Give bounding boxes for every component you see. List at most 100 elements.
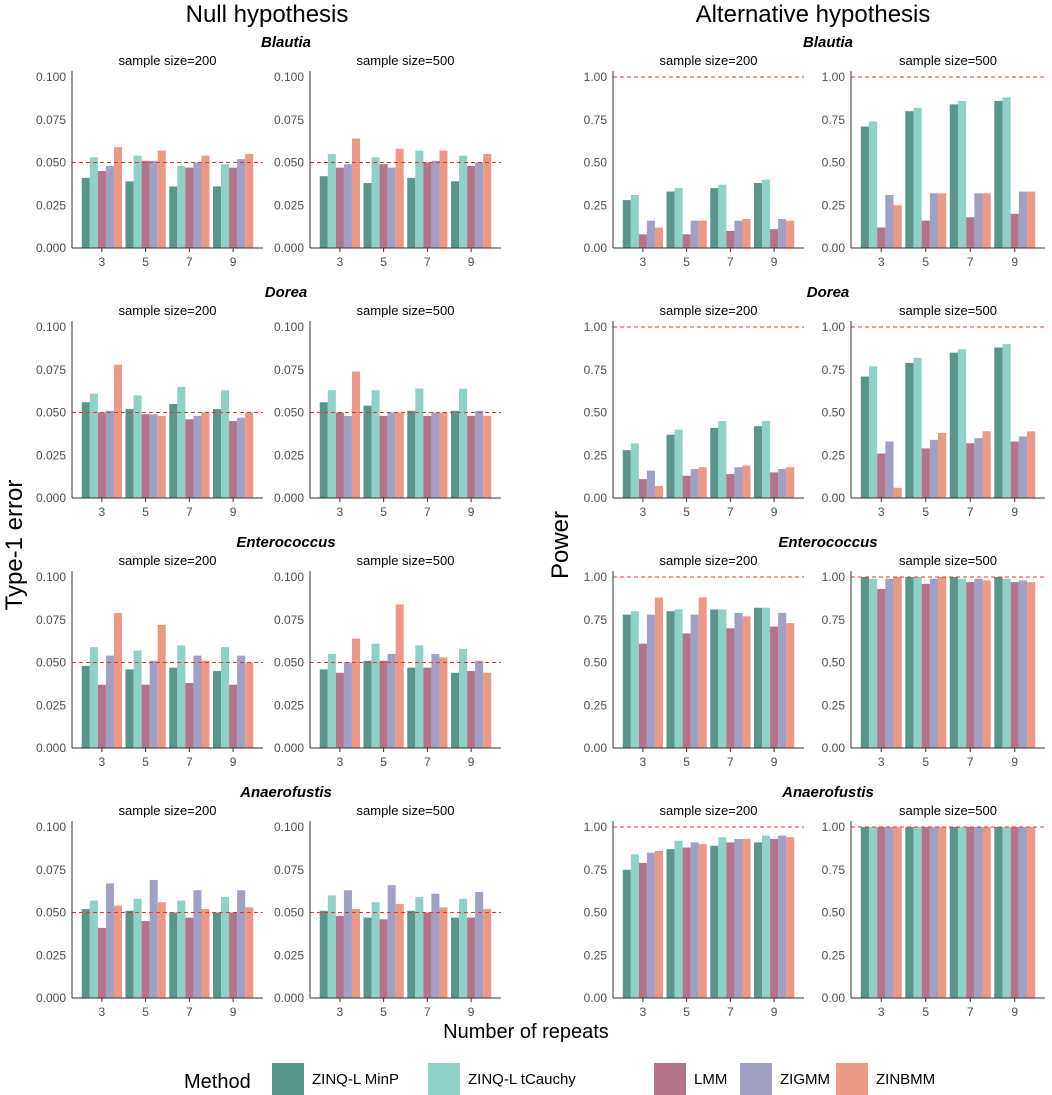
- bar-zigmm-repeats-5: [387, 653, 396, 748]
- bar-zigmm-repeats-9: [1018, 580, 1028, 748]
- x-tick-label: 5: [380, 255, 387, 269]
- bar-lmm-repeats-3: [638, 479, 647, 498]
- y-tick-label: 0.00: [584, 991, 608, 1005]
- bar-zinbmm-repeats-7: [742, 465, 751, 498]
- bar-zigmm-repeats-9: [475, 660, 484, 748]
- bar-zigmm-repeats-5: [149, 660, 158, 748]
- bar-zinq-l-tcauchy-repeats-3: [630, 854, 639, 998]
- y-tick-label: 0.100: [36, 820, 66, 834]
- x-tick-label: 9: [771, 255, 778, 269]
- bar-lmm-repeats-7: [966, 582, 975, 748]
- x-tick-label: 3: [878, 505, 885, 519]
- bar-zinq-l-tcauchy-repeats-5: [913, 827, 922, 998]
- x-tick-label: 9: [230, 255, 237, 269]
- bar-lmm-repeats-5: [379, 415, 388, 498]
- null-panel-dorea-500: sample size=500 0.000 0.025 0.050 0.075 0.100…: [274, 303, 501, 519]
- panel-title: sample size=500: [899, 553, 997, 568]
- bar-zigmm-repeats-5: [690, 220, 699, 248]
- bar-zinq-l-minp-repeats-9: [994, 100, 1003, 248]
- panel-title: sample size=500: [357, 53, 455, 68]
- y-tick-label: 0.75: [822, 113, 846, 127]
- x-tick-label: 5: [683, 255, 690, 269]
- bar-zinbmm-repeats-5: [157, 415, 166, 498]
- bar-zinq-l-minp-repeats-9: [994, 827, 1003, 998]
- bar-zigmm-repeats-5: [690, 614, 699, 748]
- bar-zinq-l-minp-repeats-9: [213, 912, 222, 998]
- bar-lmm-repeats-9: [770, 229, 779, 248]
- bar-lmm-repeats-7: [966, 443, 975, 498]
- bar-zigmm-repeats-7: [734, 220, 743, 248]
- bar-zinq-l-tcauchy-repeats-5: [133, 650, 142, 748]
- x-tick-label: 9: [1011, 255, 1018, 269]
- bar-lmm-repeats-5: [379, 919, 388, 998]
- bar-zinq-l-minp-repeats-9: [213, 671, 222, 748]
- alt-panel-dorea-200: sample size=200 0.00 0.25 0.50 0.75 1.00 3 5 7 9: [584, 303, 804, 519]
- bar-zigmm-repeats-3: [646, 470, 655, 498]
- bar-zigmm-repeats-3: [105, 883, 114, 998]
- bar-zinq-l-minp-repeats-7: [169, 403, 178, 498]
- bar-zinq-l-minp-repeats-7: [169, 186, 178, 248]
- bar-zinq-l-tcauchy-repeats-5: [133, 898, 142, 998]
- bar-zinq-l-minp-repeats-5: [363, 917, 372, 998]
- bar-lmm-repeats-5: [141, 921, 150, 998]
- bar-zinbmm-repeats-9: [245, 662, 254, 748]
- bar-zinbmm-repeats-5: [395, 604, 404, 748]
- alt-y-axis-label: Power: [547, 511, 574, 579]
- x-tick-label: 9: [1011, 755, 1018, 769]
- y-tick-label: 1.00: [584, 570, 608, 584]
- bar-zinbmm-repeats-9: [245, 907, 254, 998]
- bar-zinq-l-minp-repeats-7: [949, 352, 958, 498]
- bar-zinq-l-minp-repeats-7: [949, 827, 958, 998]
- y-tick-label: 0.050: [36, 156, 66, 170]
- bar-zigmm-repeats-5: [149, 880, 158, 998]
- x-tick-label: 5: [683, 1005, 690, 1019]
- x-tick-label: 9: [771, 1005, 778, 1019]
- bar-zigmm-repeats-7: [431, 893, 440, 998]
- legend-label-zinq-l-tcauchy: ZINQ-L tCauchy: [468, 1071, 576, 1088]
- y-tick-label: 0.075: [274, 113, 304, 127]
- alt-panel-dorea-500: sample size=500 0.00 0.25 0.50 0.75 1.00 3 5 7 9: [822, 303, 1045, 519]
- bar-zinq-l-minp-repeats-9: [451, 410, 460, 498]
- bar-lmm-repeats-3: [97, 412, 106, 498]
- bar-lmm-repeats-3: [97, 684, 106, 748]
- bar-zigmm-repeats-3: [646, 220, 655, 248]
- bar-zinbmm-repeats-7: [742, 218, 751, 248]
- x-tick-label: 7: [186, 255, 193, 269]
- x-tick-label: 7: [424, 505, 431, 519]
- y-tick-label: 0.075: [36, 613, 66, 627]
- y-tick-label: 0.00: [584, 241, 608, 255]
- y-tick-label: 0.000: [274, 991, 304, 1005]
- bar-zinbmm-repeats-3: [113, 905, 122, 998]
- bar-zinbmm-repeats-7: [439, 907, 448, 998]
- x-tick-label: 7: [186, 755, 193, 769]
- x-axis-label: Number of repeats: [443, 1021, 609, 1043]
- bar-zigmm-repeats-9: [778, 218, 787, 248]
- y-tick-label: 0.25: [584, 948, 608, 962]
- bar-zinq-l-minp-repeats-7: [710, 609, 719, 748]
- bar-zinq-l-minp-repeats-7: [407, 910, 416, 998]
- null-panel-enterococcus-200: sample size=200 0.000 0.025 0.050 0.075 0.100…: [36, 553, 263, 769]
- bar-zinbmm-repeats-9: [1027, 827, 1036, 998]
- bar-zinq-l-tcauchy-repeats-3: [327, 390, 336, 498]
- bar-zinbmm-repeats-3: [654, 850, 663, 998]
- legend-label-zigmm: ZIGMM: [780, 1071, 830, 1088]
- y-tick-label: 0.000: [274, 491, 304, 505]
- x-tick-label: 7: [186, 1005, 193, 1019]
- x-tick-label: 3: [99, 755, 106, 769]
- bar-lmm-repeats-5: [141, 160, 150, 248]
- x-tick-label: 3: [99, 505, 106, 519]
- bar-zinq-l-tcauchy-repeats-3: [868, 366, 878, 498]
- bar-zinq-l-tcauchy-repeats-9: [1002, 344, 1011, 498]
- bar-zinq-l-minp-repeats-5: [125, 181, 134, 248]
- null-y-axis-label: Type-1 error: [1, 480, 28, 611]
- bar-zinbmm-repeats-5: [938, 827, 947, 998]
- bar-zinbmm-repeats-3: [351, 909, 360, 998]
- y-tick-label: 0.75: [822, 613, 846, 627]
- bar-zigmm-repeats-7: [431, 653, 440, 748]
- x-tick-label: 5: [922, 255, 929, 269]
- x-tick-label: 7: [424, 755, 431, 769]
- x-tick-label: 5: [142, 1005, 149, 1019]
- bar-lmm-repeats-3: [335, 412, 344, 498]
- bar-zinq-l-minp-repeats-9: [213, 409, 222, 498]
- bar-zinq-l-tcauchy-repeats-3: [630, 194, 639, 248]
